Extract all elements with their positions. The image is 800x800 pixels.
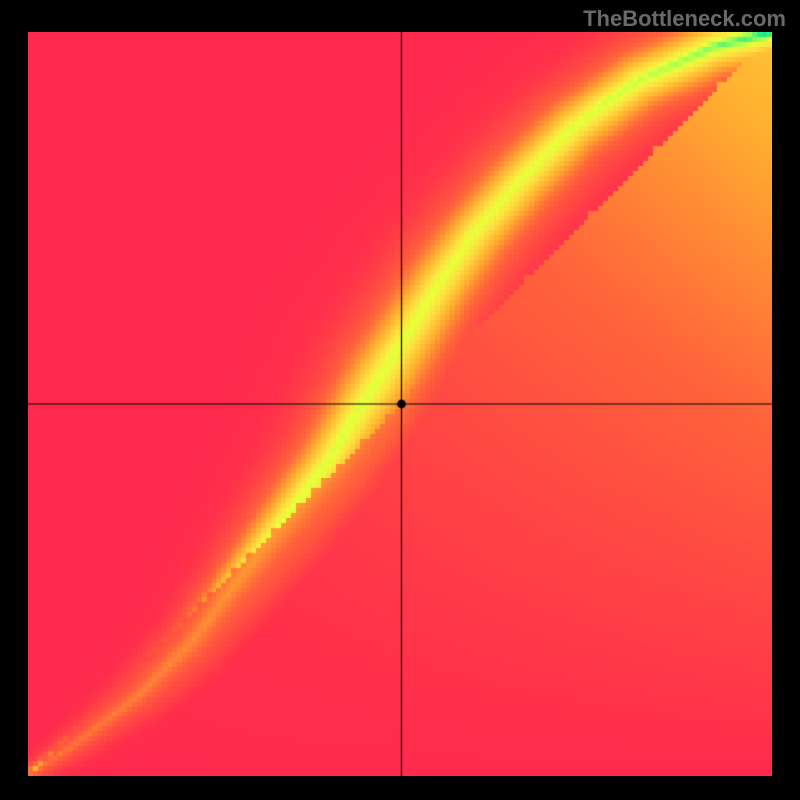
plot-area: [28, 32, 772, 776]
heatmap-canvas: [28, 32, 772, 776]
watermark-text: TheBottleneck.com: [583, 6, 786, 32]
chart-container: TheBottleneck.com: [0, 0, 800, 800]
